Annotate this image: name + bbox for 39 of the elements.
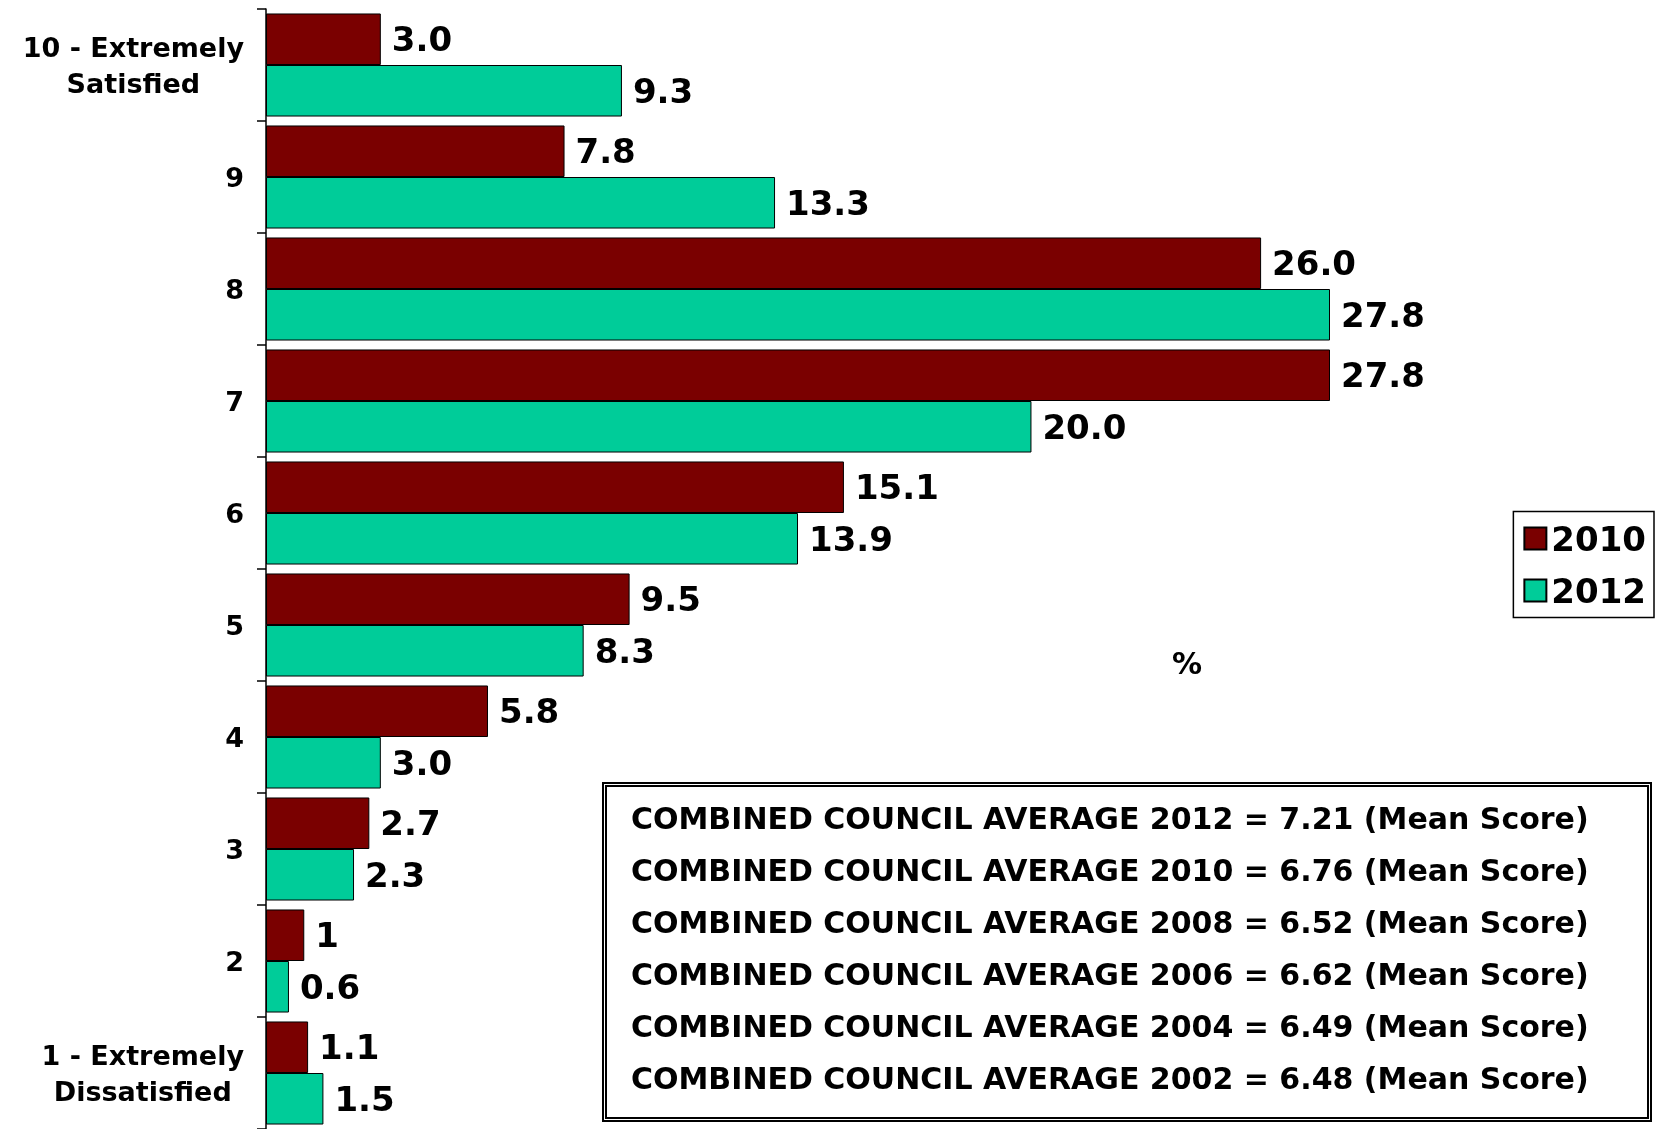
legend-label: 2012 xyxy=(1551,570,1647,611)
annotation: COMBINED COUNCIL AVERAGE 2010 = 6.76 (Mean Score) xyxy=(631,853,1589,888)
data-label: 3.0 xyxy=(391,742,453,783)
annotation: COMBINED COUNCIL AVERAGE 2004 = 6.49 (Mean Score) xyxy=(631,1009,1589,1044)
x-axis-title: % xyxy=(1172,645,1203,681)
data-label: 26.0 xyxy=(1272,243,1356,284)
annotation: COMBINED COUNCIL AVERAGE 2006 = 6.62 (Mean Score) xyxy=(631,957,1589,992)
data-label: 13.9 xyxy=(809,518,893,559)
y-tick-label: 8 xyxy=(225,273,245,305)
y-tick-label: 1 - Extremely Dissatisfied xyxy=(41,1039,245,1107)
data-label: 1 xyxy=(315,915,339,956)
data-label: 20.0 xyxy=(1042,406,1127,447)
data-label: 3.0 xyxy=(391,19,453,60)
annotation: COMBINED COUNCIL AVERAGE 2008 = 6.52 (Mean Score) xyxy=(631,905,1589,940)
data-label: 5.8 xyxy=(498,691,560,732)
data-label: 7.8 xyxy=(575,131,636,172)
y-tick-label: 2 xyxy=(225,945,245,977)
data-label: 8.3 xyxy=(594,630,655,671)
data-label: 13.3 xyxy=(786,182,870,223)
data-label: 1.5 xyxy=(334,1078,395,1119)
annotation: COMBINED COUNCIL AVERAGE 2012 = 7.21 (Mean Score) xyxy=(631,801,1589,836)
data-label: 1.1 xyxy=(319,1027,380,1068)
data-label: 2.3 xyxy=(365,854,426,895)
y-tick-label: 7 xyxy=(225,385,245,417)
data-label: 2.7 xyxy=(380,803,441,844)
data-label: 15.1 xyxy=(854,467,939,508)
legend-label: 2010 xyxy=(1551,518,1647,559)
data-label: 9.3 xyxy=(632,70,694,111)
data-label: 27.8 xyxy=(1341,355,1425,396)
y-tick-label: 10 - Extremely Satisfied xyxy=(22,31,245,99)
data-label: 27.8 xyxy=(1341,294,1425,335)
data-label: 9.5 xyxy=(640,579,701,620)
y-tick-label: 6 xyxy=(225,497,245,529)
annotation: COMBINED COUNCIL AVERAGE 2002 = 6.48 (Mean Score) xyxy=(631,1061,1589,1096)
y-tick-label: 4 xyxy=(225,721,245,753)
data-label: 0.6 xyxy=(299,966,361,1007)
y-tick-label: 9 xyxy=(225,161,245,193)
y-tick-label: 5 xyxy=(225,609,245,641)
y-tick-label: 3 xyxy=(225,833,245,865)
